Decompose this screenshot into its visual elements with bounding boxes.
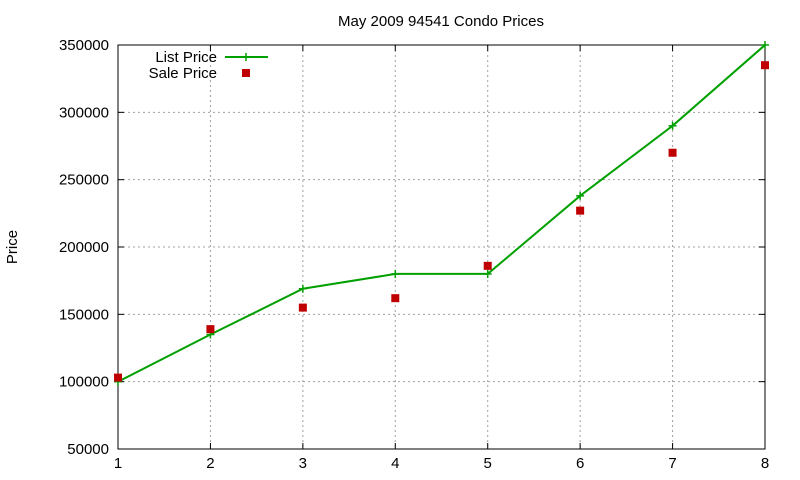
list-price-point (483, 269, 492, 278)
x-tick-label: 1 (114, 455, 122, 472)
tick-labels: 50000 100000 150000 200000 250000 300000 35000… (59, 37, 769, 472)
y-axis-label: Price (4, 230, 21, 264)
sale-price-point (576, 206, 585, 215)
plot-frame (117, 44, 766, 450)
sale-price-point (761, 61, 769, 70)
y-tick-label: 150000 (59, 306, 109, 323)
y-tick-label: 200000 (59, 239, 109, 256)
sale-price-point (114, 373, 122, 382)
list-price-point (576, 191, 585, 200)
sale-price-point (298, 303, 307, 312)
legend-label: Sale Price (149, 65, 217, 82)
series-1 (114, 61, 769, 382)
y-tick-label: 350000 (59, 37, 109, 54)
list-price-line (117, 44, 766, 383)
grid-lines (118, 45, 765, 449)
x-tick-label: 3 (299, 455, 307, 472)
y-tick-label: 100000 (59, 374, 109, 391)
y-tick-label: 250000 (59, 172, 109, 189)
legend-label: List Price (155, 49, 217, 66)
x-tick-label: 6 (576, 455, 584, 472)
legend-square-marker (242, 69, 250, 77)
axes (117, 44, 766, 450)
series (114, 41, 769, 386)
x-tick-label: 5 (484, 455, 492, 472)
sale-price-point (483, 261, 492, 270)
chart-title: May 2009 94541 Condo Prices (338, 13, 544, 30)
x-tick-label: 7 (668, 455, 676, 472)
list-price-point (391, 269, 400, 278)
x-tick-label: 4 (391, 455, 399, 472)
list-price-point (668, 121, 677, 130)
x-tick-label: 8 (761, 455, 769, 472)
sale-price-point (206, 325, 215, 334)
y-tick-label: 300000 (59, 104, 109, 121)
y-tick-label: 50000 (67, 441, 109, 458)
list-price-point (298, 284, 307, 293)
list-price-point (761, 41, 769, 49)
sale-price-point (668, 148, 677, 157)
sale-price-point (391, 294, 400, 303)
x-tick-label: 2 (206, 455, 214, 472)
series-0 (114, 41, 769, 386)
legend-plus-marker (242, 53, 250, 61)
